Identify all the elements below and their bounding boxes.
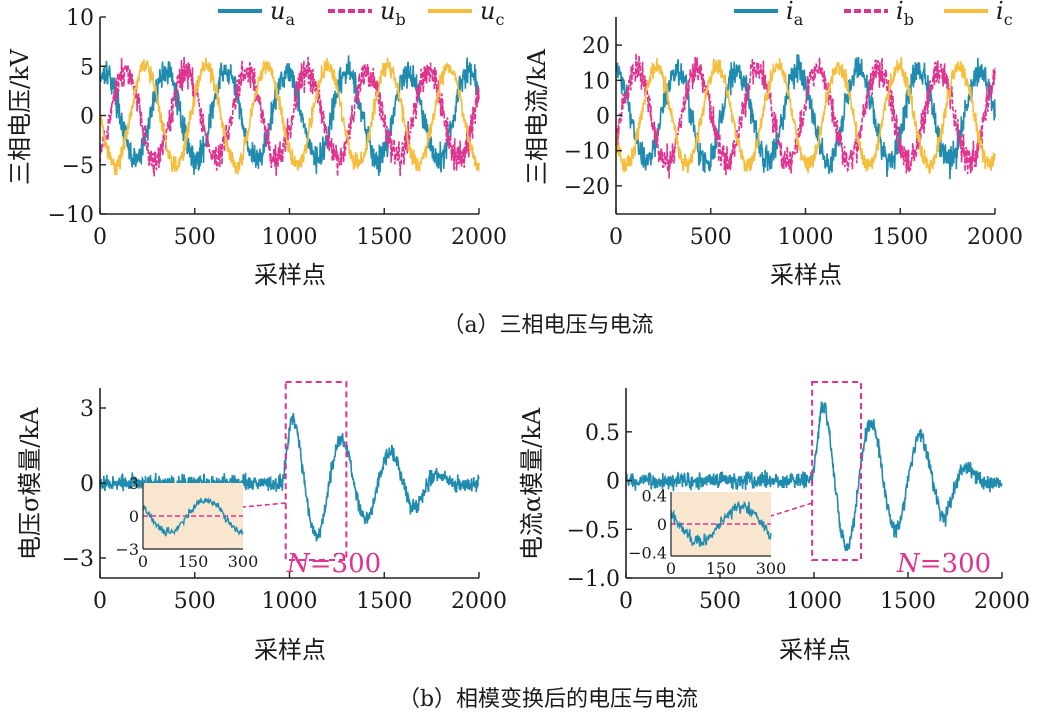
x-tick-label: 0: [93, 589, 107, 614]
inset-x-tick-label: 150: [178, 552, 209, 571]
x-tick-label: 500: [699, 589, 741, 614]
current-mode-x-label: 采样点: [779, 636, 851, 664]
inset-y-tick-label: 0: [129, 507, 139, 526]
current-mode-plot-line: [625, 401, 1003, 551]
legend-label-b: ib: [896, 0, 914, 29]
x-tick-label: 2000: [974, 589, 1030, 614]
inset-x-tick-label: 150: [706, 559, 737, 578]
x-tick-label: 500: [174, 225, 216, 250]
inset-y-tick-label: 0: [657, 515, 667, 534]
x-tick-label: 1000: [786, 589, 842, 614]
caption-a: （a）三相电压与电流: [442, 313, 653, 338]
modal-signal-line: [625, 401, 1003, 551]
window-connector: [770, 502, 813, 517]
current-y-label: 三相电流/kA: [523, 48, 551, 185]
x-tick-label: 1000: [262, 589, 318, 614]
legend-label-b: ub: [380, 0, 406, 29]
x-tick-label: 500: [690, 225, 732, 250]
current-chart: 0 500 1000 1500 2000 20 10 0 −10 −20 ia ib ic 三相电流/…: [523, 0, 1023, 289]
current-x-label: 采样点: [770, 261, 842, 289]
voltage-x-label: 采样点: [254, 261, 326, 289]
series-line-c: [615, 56, 996, 175]
y-tick-label: −3: [62, 547, 94, 572]
y-tick-label: 0: [80, 105, 94, 130]
y-tick-label: 20: [582, 34, 610, 59]
y-tick-label: −10: [48, 203, 94, 228]
x-tick-label: 1500: [356, 225, 412, 250]
y-tick-label: 10: [582, 69, 610, 94]
y-tick-label: 0: [606, 470, 620, 495]
current-mode-y-label: 电流α模量/kA: [518, 407, 546, 560]
inset-y-tick-label: −0.4: [628, 543, 667, 562]
inset-y-tick-label: 3: [129, 474, 139, 493]
voltage-window-box: N=300: [242, 381, 381, 579]
inset-x-tick-label: 300: [228, 552, 259, 571]
y-tick-label: 10: [66, 6, 94, 31]
y-tick-label: 0: [596, 105, 610, 130]
x-tick-label: 0: [93, 225, 107, 250]
x-tick-label: 1000: [262, 225, 318, 250]
x-tick-label: 1500: [356, 589, 412, 614]
voltage-mode-y-label: 电压σ模量/kA: [16, 407, 44, 560]
y-tick-label: 0: [80, 472, 94, 497]
series-line-a: [615, 54, 996, 180]
x-tick-label: 1000: [778, 225, 834, 250]
inset-x-tick-label: 0: [138, 552, 148, 571]
x-tick-label: 500: [174, 589, 216, 614]
inset-y-tick-label: −3: [115, 540, 139, 559]
y-tick-label: −5: [62, 154, 94, 179]
voltage-axes: 0 500 1000 1500 2000 10 5 0 −5 −10: [48, 6, 507, 250]
window-size-label: N=300: [286, 549, 381, 579]
x-tick-label: 1500: [880, 589, 936, 614]
x-tick-label: 2000: [451, 225, 507, 250]
current-mode-chart: 0 500 1000 1500 2000 0.5 0 −0.5 −1.0 N=300 0 150 3…: [518, 381, 1030, 664]
voltage-y-label: 三相电压/kV: [6, 48, 34, 185]
window-connector: [242, 502, 286, 508]
y-tick-label: 0.5: [585, 421, 620, 446]
y-tick-label: 5: [80, 55, 94, 80]
inset-signal-line: [142, 496, 244, 538]
y-tick-label: −0.5: [567, 518, 620, 543]
voltage-plot-lines: [99, 55, 480, 177]
legend-label-a: ia: [786, 0, 804, 29]
series-line-c: [99, 57, 480, 176]
caption-b: （b）相模变换后的电压与电流: [398, 687, 698, 712]
window-size-label: N=300: [896, 549, 991, 579]
window-rect: [811, 381, 862, 561]
voltage-legend: ua ub uc: [218, 0, 504, 29]
voltage-mode-x-label: 采样点: [254, 636, 326, 664]
series-line-b: [615, 53, 996, 179]
window-rect: [284, 381, 348, 561]
y-tick-label: −1.0: [567, 567, 620, 592]
voltage-chart: 0 500 1000 1500 2000 10 5 0 −5 −10 ua ub uc 三相电压/kV…: [6, 0, 507, 289]
y-tick-label: −10: [564, 140, 610, 165]
current-plot-lines: [615, 53, 996, 180]
current-window-box: N=300: [770, 381, 991, 579]
inset-x-tick-label: 300: [756, 559, 787, 578]
x-tick-label: 2000: [451, 589, 507, 614]
inset-x-tick-label: 0: [666, 559, 676, 578]
x-tick-label: 0: [619, 589, 633, 614]
current-axes: 0 500 1000 1500 2000 20 10 0 −10 −20: [564, 17, 1023, 250]
series-line-a: [99, 55, 480, 176]
x-tick-label: 2000: [967, 225, 1023, 250]
y-tick-label: 3: [80, 397, 94, 422]
legend-label-a: ua: [270, 0, 295, 29]
series-line-b: [99, 56, 480, 177]
x-tick-label: 0: [609, 225, 623, 250]
current-legend: ia ib ic: [734, 0, 1013, 29]
legend-label-c: uc: [480, 0, 504, 29]
y-tick-label: −20: [564, 175, 610, 200]
x-tick-label: 1500: [872, 225, 928, 250]
inset-y-tick-label: 0.4: [642, 487, 667, 506]
inset-signal-line: [670, 500, 772, 548]
legend-label-c: ic: [996, 0, 1013, 29]
